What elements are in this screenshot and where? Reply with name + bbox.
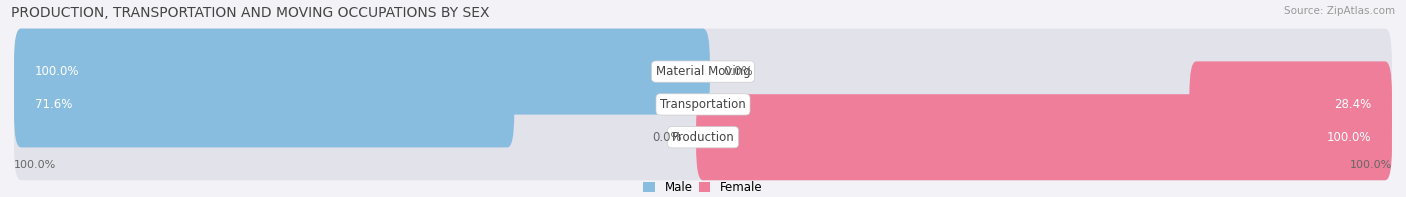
Text: Transportation: Transportation [661, 98, 745, 111]
Text: 100.0%: 100.0% [14, 160, 56, 170]
Text: 100.0%: 100.0% [1327, 131, 1371, 144]
Text: 71.6%: 71.6% [35, 98, 72, 111]
Text: 0.0%: 0.0% [652, 131, 682, 144]
Text: 0.0%: 0.0% [724, 65, 754, 78]
Text: Material Moving: Material Moving [655, 65, 751, 78]
FancyBboxPatch shape [14, 29, 1392, 115]
FancyBboxPatch shape [14, 29, 710, 115]
Text: 100.0%: 100.0% [1350, 160, 1392, 170]
Text: 100.0%: 100.0% [35, 65, 79, 78]
Text: Production: Production [672, 131, 734, 144]
FancyBboxPatch shape [14, 94, 1392, 180]
Text: Source: ZipAtlas.com: Source: ZipAtlas.com [1284, 6, 1395, 16]
FancyBboxPatch shape [14, 61, 1392, 147]
FancyBboxPatch shape [1189, 61, 1392, 147]
FancyBboxPatch shape [14, 61, 515, 147]
Text: PRODUCTION, TRANSPORTATION AND MOVING OCCUPATIONS BY SEX: PRODUCTION, TRANSPORTATION AND MOVING OC… [11, 6, 489, 20]
Legend: Male, Female: Male, Female [638, 177, 768, 197]
Text: 28.4%: 28.4% [1334, 98, 1371, 111]
FancyBboxPatch shape [696, 94, 1392, 180]
